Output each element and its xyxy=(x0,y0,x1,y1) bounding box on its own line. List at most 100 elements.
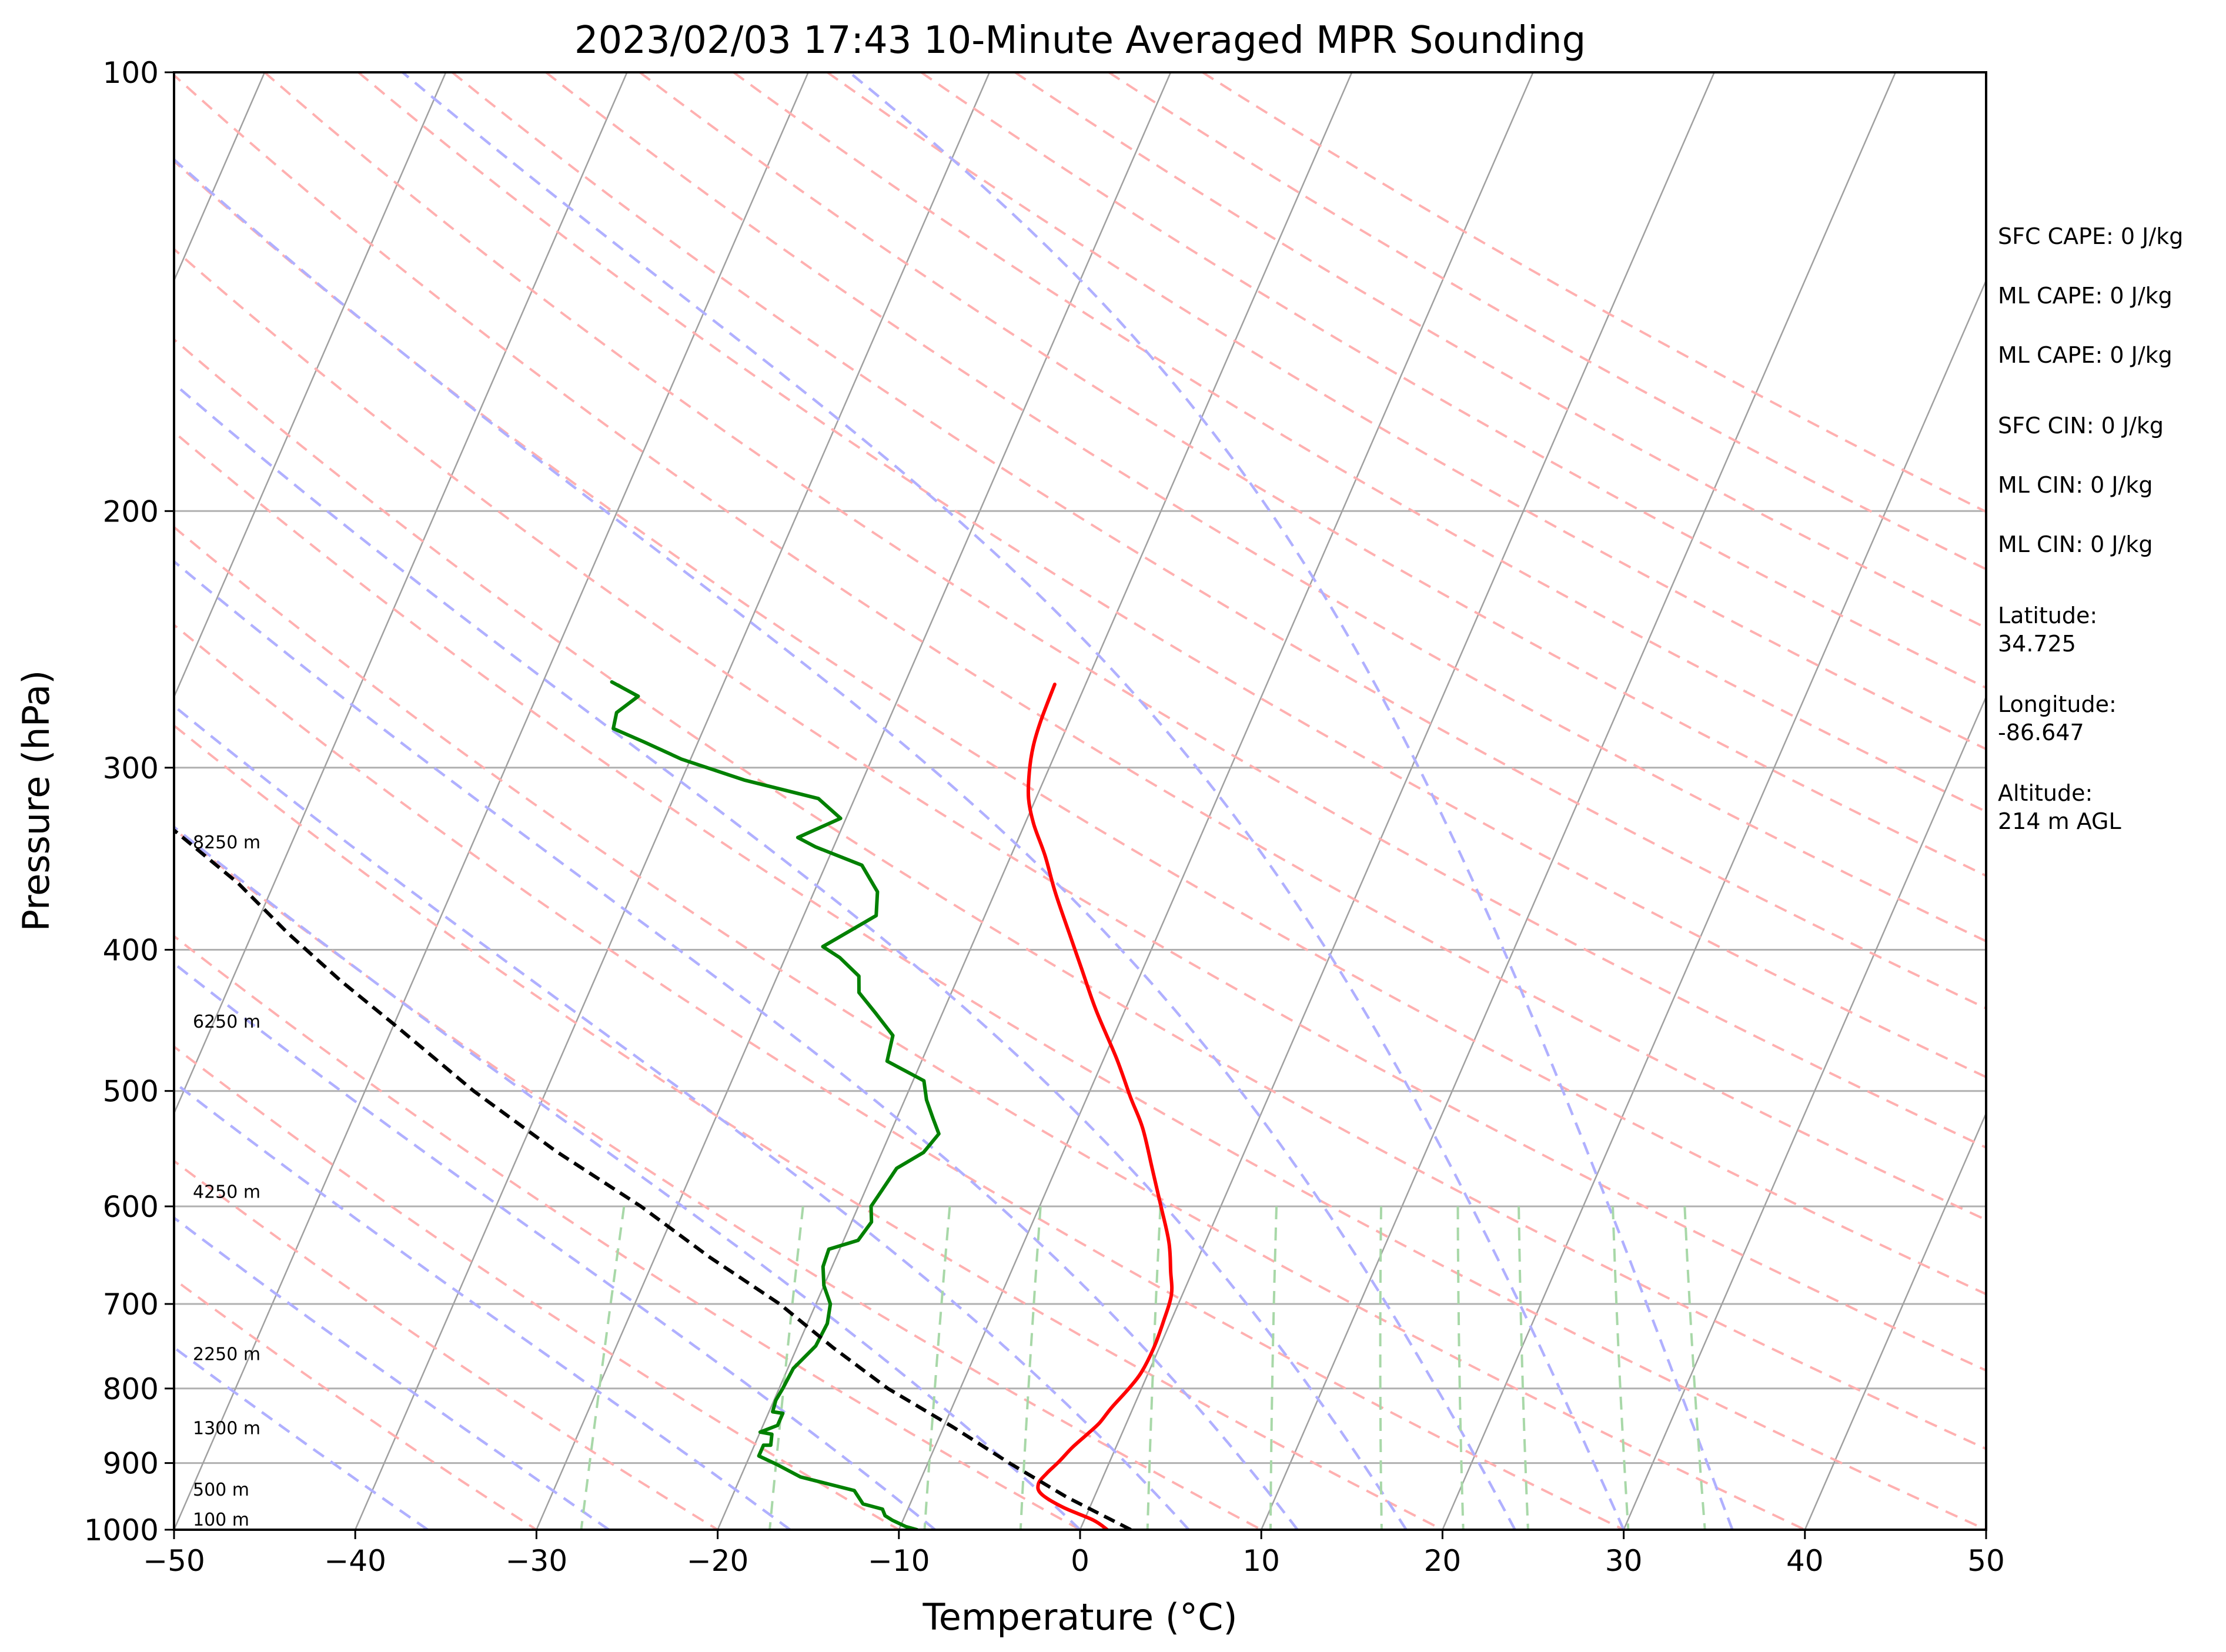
moist-adiabat-line xyxy=(174,1346,429,1530)
mixing-ratio-line xyxy=(1019,1206,1042,1530)
y-tick-label: 200 xyxy=(103,494,159,529)
y-tick-label: 700 xyxy=(103,1288,159,1322)
height-label: 4250 m xyxy=(193,1182,260,1203)
dry-adiabat-line xyxy=(174,159,1986,1296)
mixing-ratio-line xyxy=(1269,1206,1278,1530)
height-label: 6250 m xyxy=(193,1012,260,1032)
dry-adiabat-line xyxy=(733,72,1986,813)
isotherm-line xyxy=(174,72,447,699)
isotherm-line xyxy=(1261,72,1897,1530)
chart-title: 2023/02/03 17:43 10-Minute Averaged MPR … xyxy=(574,19,1586,62)
isotherm-line xyxy=(1804,1111,1986,1530)
isotherm-line xyxy=(1442,279,1986,1530)
dry-adiabat-line xyxy=(920,72,1986,690)
dry-adiabat-line xyxy=(174,430,1986,1530)
moist-adiabat-line xyxy=(174,704,1190,1530)
info-item: ML CAPE: 0 J/kg xyxy=(1998,342,2172,368)
altitude-label: Altitude: xyxy=(1998,780,2093,806)
y-tick-label: 900 xyxy=(103,1447,159,1481)
moist-adiabat-line xyxy=(174,961,936,1530)
dry-adiabat-line xyxy=(1202,72,1986,513)
mixing-ratio-line xyxy=(1379,1206,1383,1530)
moist-adiabat-line xyxy=(848,72,1734,1530)
mixing-ratio-line xyxy=(1456,1206,1465,1530)
mixing-ratio-lines xyxy=(580,1206,1706,1530)
mixing-ratio-line xyxy=(1146,1206,1162,1530)
mixing-ratio-line xyxy=(580,1206,626,1530)
y-tick-label: 300 xyxy=(103,751,159,785)
x-axis-label: Temperature (°C) xyxy=(922,1596,1237,1638)
pressure-gridlines xyxy=(174,72,1986,1530)
dry-adiabat-line xyxy=(174,623,1625,1530)
y-tick-label: 1000 xyxy=(84,1513,159,1547)
moist-adiabat-line xyxy=(174,825,1081,1530)
dry-adiabat-line xyxy=(174,337,1986,1450)
x-tick-label: −30 xyxy=(506,1544,568,1578)
y-tick-label: 600 xyxy=(103,1190,159,1224)
isotherm-line xyxy=(1623,695,1986,1530)
isotherm-line xyxy=(536,72,1172,1530)
height-label: 8250 m xyxy=(193,832,260,853)
isotherm-line xyxy=(717,72,1353,1530)
info-panel: SFC CAPE: 0 J/kg ML CAPE: 0 J/kg ML CAPE… xyxy=(1998,223,2183,834)
dry-adiabat-line xyxy=(451,72,1986,1010)
skewed-isotherms xyxy=(174,72,1986,1530)
y-tick-label: 800 xyxy=(103,1372,159,1406)
dry-adiabat-line xyxy=(263,72,1986,1149)
x-tick-label: −10 xyxy=(868,1544,930,1578)
moist-adiabat-line xyxy=(174,1216,610,1530)
height-label: 1300 m xyxy=(193,1419,260,1439)
dry-adiabat-line xyxy=(174,73,1986,1222)
dry-adiabat-line xyxy=(174,248,1986,1372)
dry-adiabat-line xyxy=(174,526,1806,1530)
info-item: ML CAPE: 0 J/kg xyxy=(1998,283,2172,309)
y-tick-label: 500 xyxy=(103,1075,159,1109)
info-item: ML CIN: 0 J/kg xyxy=(1998,472,2153,498)
parcel-profile xyxy=(174,828,1132,1530)
info-item: SFC CIN: 0 J/kg xyxy=(1998,413,2164,439)
isotherm-line xyxy=(174,72,809,1530)
y-axis-label: Pressure (hPa) xyxy=(15,670,58,932)
x-tick-label: −50 xyxy=(143,1544,205,1578)
moist-adiabats xyxy=(174,72,1734,1530)
moist-adiabat-line xyxy=(174,158,1516,1530)
height-label: 500 m xyxy=(193,1480,249,1500)
x-tick-label: 20 xyxy=(1424,1544,1462,1578)
y-tick-label: 100 xyxy=(103,56,159,90)
dry-adiabats xyxy=(174,72,1986,1530)
moist-adiabat-line xyxy=(402,72,1625,1530)
info-item: SFC CAPE: 0 J/kg xyxy=(1998,223,2183,249)
dry-adiabat-line xyxy=(174,827,1262,1530)
temperature-profile xyxy=(1026,683,1174,1530)
height-label: 2250 m xyxy=(193,1344,260,1365)
latitude-label: Latitude: xyxy=(1998,603,2097,628)
dry-adiabat-line xyxy=(174,1278,537,1530)
x-tick-label: 10 xyxy=(1242,1544,1280,1578)
plot-area xyxy=(174,72,1986,1530)
info-item: ML CIN: 0 J/kg xyxy=(1998,531,2153,557)
mixing-ratio-line xyxy=(1683,1206,1706,1530)
dewpoint-profile xyxy=(610,680,941,1530)
height-label: 100 m xyxy=(193,1510,249,1530)
x-tick-label: −40 xyxy=(324,1544,386,1578)
dry-adiabat-line xyxy=(174,724,1443,1530)
x-tick-label: 0 xyxy=(1071,1544,1089,1578)
dry-adiabat-line xyxy=(1014,72,1986,630)
altitude-value: 214 m AGL xyxy=(1998,808,2121,834)
x-axis-ticks: −50 −40 −30 −20 −10 0 10 20 30 40 50 xyxy=(143,1530,2005,1578)
moist-adiabat-line xyxy=(174,382,1408,1530)
longitude-label: Longitude: xyxy=(1998,691,2117,717)
data-series xyxy=(174,680,1174,1530)
moist-adiabat-line xyxy=(174,560,1299,1530)
y-tick-label: 400 xyxy=(103,934,159,968)
dry-adiabat-line xyxy=(545,72,1986,943)
dry-adiabat-line xyxy=(357,72,1986,1079)
isotherm-line xyxy=(1079,72,1715,1530)
height-labels: 8250 m 6250 m 4250 m 2250 m 1300 m 500 m 100 m xyxy=(193,832,260,1530)
dry-adiabat-line xyxy=(639,72,1986,877)
longitude-value: -86.647 xyxy=(1998,720,2084,745)
mixing-ratio-line xyxy=(768,1206,804,1530)
plot-frame xyxy=(173,71,1987,1531)
dry-adiabat-line xyxy=(174,934,1081,1530)
